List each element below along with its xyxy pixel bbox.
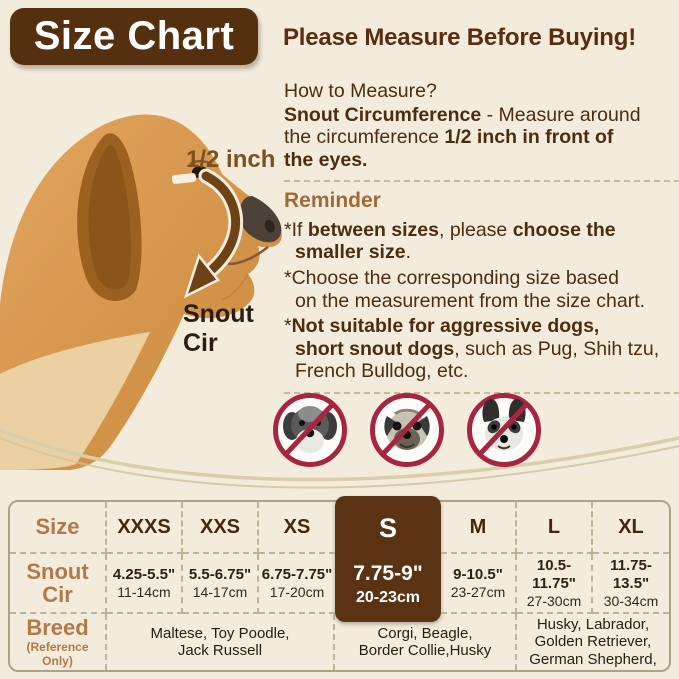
breed-cell-xxxs-xs: Maltese, Toy Poodle, Jack Russell xyxy=(107,614,335,670)
breed-cell-s-m: Corgi, Beagle, Border Collie,Husky xyxy=(335,614,517,670)
breed-cell-l-xl: Husky, Labrador, Golden Retriever, Germa… xyxy=(529,615,657,668)
title-badge-label: Size Chart xyxy=(33,14,235,58)
snout-cell-xl: 11.75-13.5" 30-34cm xyxy=(593,554,669,614)
main-heading: Please Measure Before Buying! xyxy=(283,24,636,51)
size-cell-s: S xyxy=(378,512,397,543)
size-cell-l: L xyxy=(517,502,593,554)
row-header-breed: Breed (Reference Only) xyxy=(10,614,107,670)
reminder-item: *If between sizes, please choose the sma… xyxy=(284,218,616,264)
not-suitable-dogs xyxy=(272,392,542,468)
dog-chest-fur xyxy=(0,332,150,470)
snout-cell-s: 7.75-9" 20-23cm xyxy=(353,561,423,606)
measure-tick-icon xyxy=(171,173,197,184)
no-french-bulldog-icon xyxy=(467,393,541,467)
reminder-title: Reminder xyxy=(284,189,381,213)
instructions-column: How to Measure? Snout Circumference - Me… xyxy=(284,80,679,395)
size-cell-xs: XS xyxy=(259,502,335,554)
no-pug-icon xyxy=(370,393,444,467)
size-cell-m: M xyxy=(441,502,517,554)
size-cell-xxxs: XXXS xyxy=(107,502,183,554)
snout-cell-xxxs: 4.25-5.5" 11-14cm xyxy=(107,554,183,614)
snout-cell-xxs: 5.5-6.75" 14-17cm xyxy=(183,554,259,614)
title-badge: Size Chart xyxy=(10,8,258,65)
dog-mouth xyxy=(227,246,269,266)
row-header-size: Size xyxy=(10,502,107,554)
size-chart-table: Size XXXS XXS XS S M L XL Snout Cir 4.25… xyxy=(8,496,671,672)
half-inch-label: 1/2 inch xyxy=(186,146,276,173)
size-cell-xl: XL xyxy=(593,502,669,554)
howto-intro: How to Measure? xyxy=(284,80,437,102)
reminder-item: *Choose the corresponding size based on … xyxy=(284,267,646,312)
size-cell-xxs: XXS xyxy=(183,502,259,554)
snout-cir-label: Snout Cir xyxy=(183,300,254,357)
snout-cell-m: 9-10.5" 23-27cm xyxy=(441,554,517,614)
dashed-divider xyxy=(284,180,679,183)
measure-arrow-icon xyxy=(183,168,244,299)
reminder-item: *Not suitable for aggressive dogs, short… xyxy=(284,315,660,383)
snout-cell-xs: 6.75-7.75" 17-20cm xyxy=(259,554,335,614)
row-header-snout-cir: Snout Cir xyxy=(10,554,107,614)
dashed-divider xyxy=(284,392,679,395)
howto-text: Snout Circumference - Measure around the… xyxy=(284,103,641,171)
decorative-curve xyxy=(0,428,679,489)
dog-photo xyxy=(0,114,282,470)
highlight-size-s xyxy=(335,496,441,622)
howto-bold-term: Snout Circumference xyxy=(284,103,482,126)
snout-cell-l: 10.5-11.75" 27-30cm xyxy=(517,554,593,614)
no-shih-tzu-icon xyxy=(273,393,347,467)
